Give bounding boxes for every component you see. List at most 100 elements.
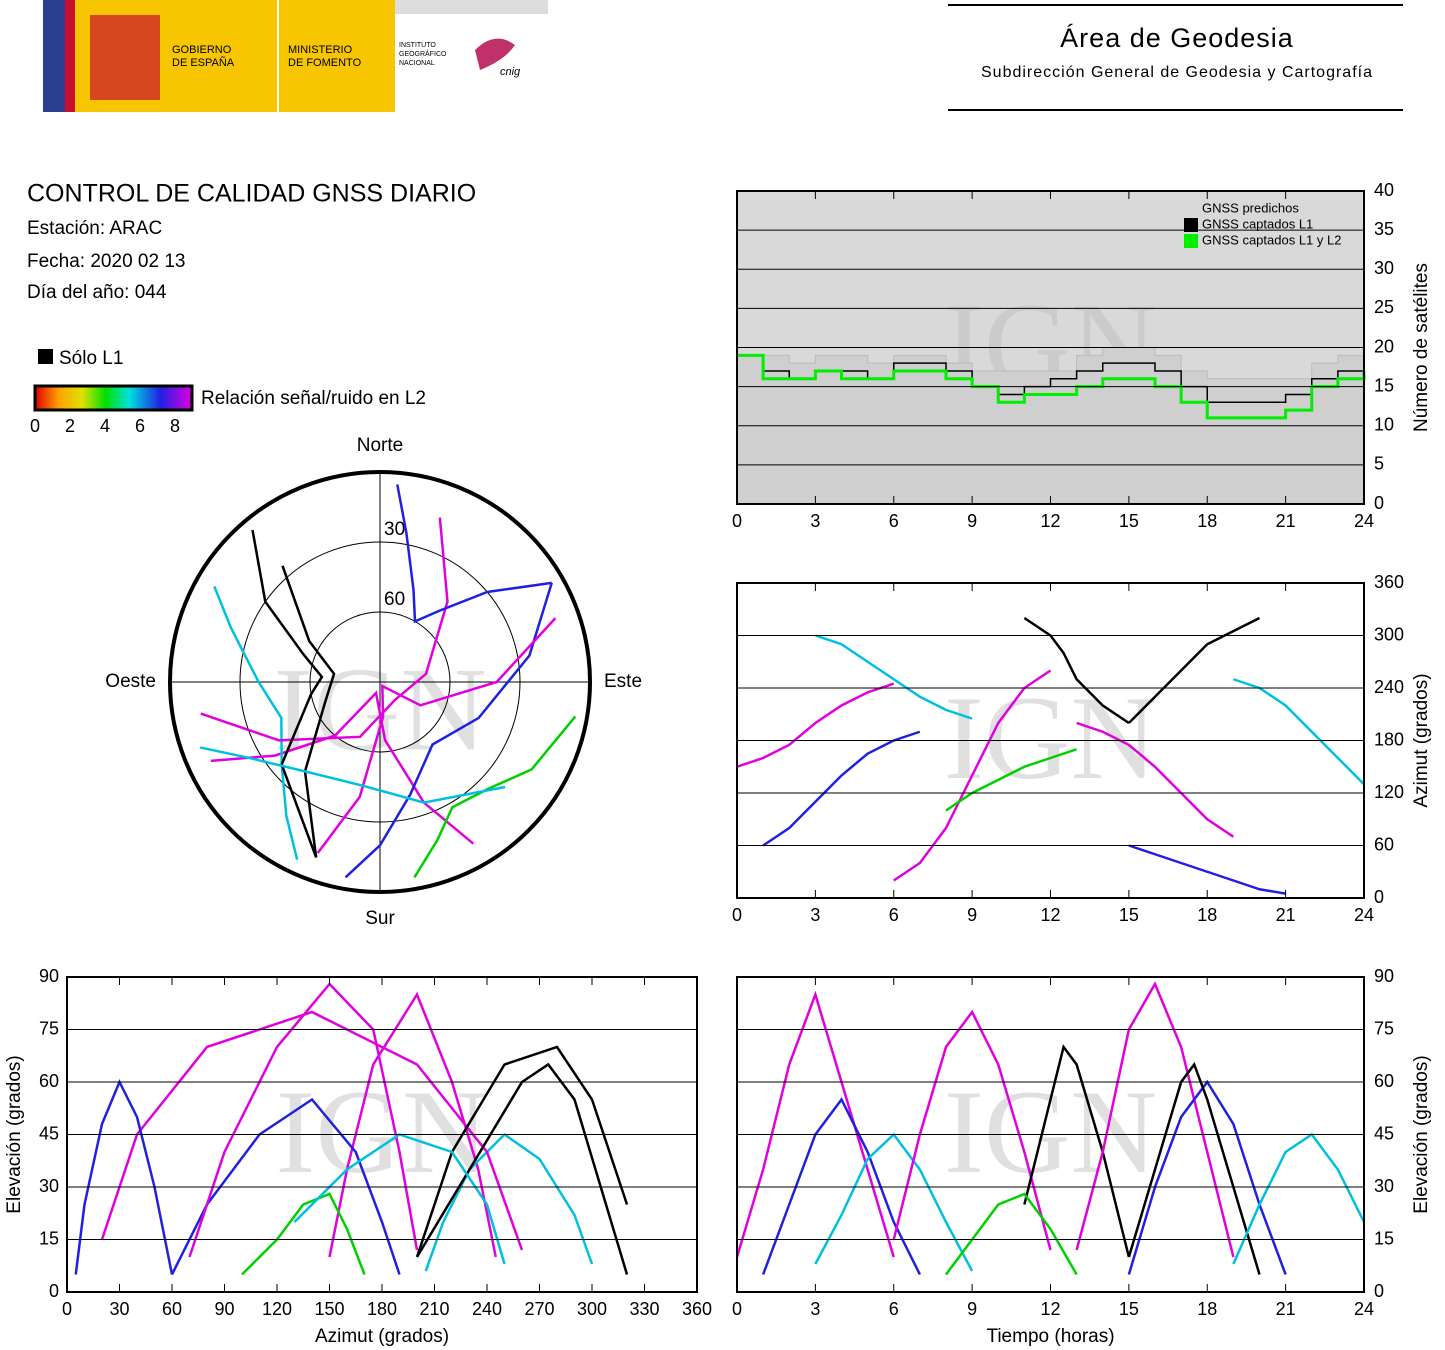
x-tick-label: 0 <box>732 1299 742 1319</box>
area-subtitle: Subdirección General de Geodesia y Carto… <box>981 64 1373 81</box>
x-tick-label: 15 <box>1119 511 1139 531</box>
plot-frame <box>736 190 1365 505</box>
x-tick-label: 24 <box>1354 905 1374 925</box>
coat-of-arms <box>90 15 160 100</box>
plot-frame <box>736 976 1365 1293</box>
y-tick-label: 30 <box>1374 258 1394 278</box>
y-tick-label: 45 <box>1374 1123 1394 1143</box>
satellite-track <box>735 990 895 1258</box>
y-tick-label: 360 <box>1374 572 1404 592</box>
sky-track <box>200 517 449 742</box>
plot-frame <box>736 582 1365 899</box>
x-tick-label: 24 <box>1354 511 1374 531</box>
satellite-track <box>1232 1132 1366 1265</box>
y-tick-label: 60 <box>1374 834 1394 854</box>
y-tick-label: 0 <box>1374 887 1384 907</box>
y-tick-label: 25 <box>1374 297 1394 317</box>
logo-text: MINISTERIO <box>288 44 353 56</box>
x-tick-label: 6 <box>889 905 899 925</box>
x-axis-label: Azimut (grados) <box>315 1326 449 1347</box>
ring-label: 60 <box>384 589 405 610</box>
logo-text: DE ESPAÑA <box>172 56 235 69</box>
l1-legend: Sólo L1 <box>59 348 123 369</box>
x-tick-label: 30 <box>109 1299 129 1319</box>
sky-track <box>344 582 553 879</box>
satellite-track <box>1232 678 1365 786</box>
satellite-track <box>1023 616 1130 725</box>
day-of-year: Día del año: 044 <box>27 282 167 303</box>
y-tick-label: 30 <box>39 1176 59 1196</box>
snr-tick-label: 6 <box>135 416 145 436</box>
logo-bar <box>395 0 548 14</box>
cnig-text: cnig <box>500 66 521 78</box>
logo-text: NACIONAL <box>399 60 435 67</box>
y-tick-label: 240 <box>1374 677 1404 697</box>
x-tick-label: 9 <box>967 1299 977 1319</box>
satellite-track <box>1128 844 1286 895</box>
x-tick-label: 15 <box>1119 1299 1139 1319</box>
x-tick-label: 330 <box>629 1299 659 1319</box>
satellite-track <box>1127 616 1261 724</box>
cnig-logo <box>475 38 515 70</box>
logo-text: GEOGRÁFICO <box>399 49 447 58</box>
flag-strip <box>65 0 75 112</box>
date: Fecha: 2020 02 13 <box>27 251 185 272</box>
x-tick-label: 6 <box>889 1299 899 1319</box>
satellite-track <box>736 682 895 768</box>
satellite-track <box>1075 981 1235 1258</box>
x-tick-label: 3 <box>810 511 820 531</box>
report-title: CONTROL DE CALIDAD GNSS DIARIO <box>27 180 476 208</box>
horizon <box>168 470 592 894</box>
x-tick-label: 150 <box>314 1299 344 1319</box>
satellite-track <box>293 1133 506 1265</box>
x-tick-label: 12 <box>1040 1299 1060 1319</box>
sky-track <box>213 585 299 860</box>
x-tick-label: 9 <box>967 905 977 925</box>
satellite-track <box>761 1097 921 1276</box>
x-tick-label: 21 <box>1276 905 1296 925</box>
watermark: IGN <box>275 1065 488 1198</box>
y-tick-label: 75 <box>39 1018 59 1038</box>
snr-tick-label: 2 <box>65 416 75 436</box>
y-tick-label: 0 <box>1374 1281 1384 1301</box>
y-tick-label: 45 <box>39 1123 59 1143</box>
x-tick-label: 18 <box>1197 511 1217 531</box>
snr-tick-label: 8 <box>170 416 180 436</box>
x-tick-label: 0 <box>732 905 742 925</box>
x-tick-label: 0 <box>62 1299 72 1319</box>
count-line <box>737 353 1366 420</box>
x-tick-label: 3 <box>810 1299 820 1319</box>
x-tick-label: 270 <box>524 1299 554 1319</box>
x-axis-label: Tiempo (horas) <box>986 1326 1114 1347</box>
x-tick-label: 21 <box>1276 1299 1296 1319</box>
y-tick-label: 0 <box>1374 493 1384 513</box>
y-tick-label: 60 <box>39 1071 59 1091</box>
y-tick-label: 180 <box>1374 729 1404 749</box>
x-tick-label: 360 <box>682 1299 712 1319</box>
satellite-track <box>945 748 1078 812</box>
direction-label: Norte <box>357 435 403 456</box>
x-tick-label: 12 <box>1040 511 1060 531</box>
x-tick-label: 9 <box>967 511 977 531</box>
x-tick-label: 3 <box>810 905 820 925</box>
logo-text: GOBIERNO <box>172 44 232 56</box>
y-tick-label: 5 <box>1374 454 1384 474</box>
satellite-track <box>415 1045 629 1258</box>
area-title: Área de Geodesia <box>1060 23 1294 53</box>
y-tick-label: 120 <box>1374 782 1404 802</box>
ring-label: 30 <box>384 519 405 540</box>
legend-label: GNSS captados L1 <box>1202 216 1313 231</box>
y-tick-label: 15 <box>1374 375 1394 395</box>
watermark: IGN <box>944 1065 1157 1198</box>
satellite-track <box>1076 721 1235 838</box>
y-axis-label: Elevación (grados) <box>4 1055 25 1213</box>
x-tick-label: 240 <box>472 1299 502 1319</box>
y-tick-label: 15 <box>1374 1228 1394 1248</box>
x-tick-label: 18 <box>1197 1299 1217 1319</box>
y-tick-label: 75 <box>1374 1018 1394 1038</box>
y-tick-label: 40 <box>1374 180 1394 200</box>
y-axis-label: Elevación (grados) <box>1411 1055 1432 1213</box>
legend-swatch <box>1184 202 1198 216</box>
y-tick-label: 35 <box>1374 219 1394 239</box>
